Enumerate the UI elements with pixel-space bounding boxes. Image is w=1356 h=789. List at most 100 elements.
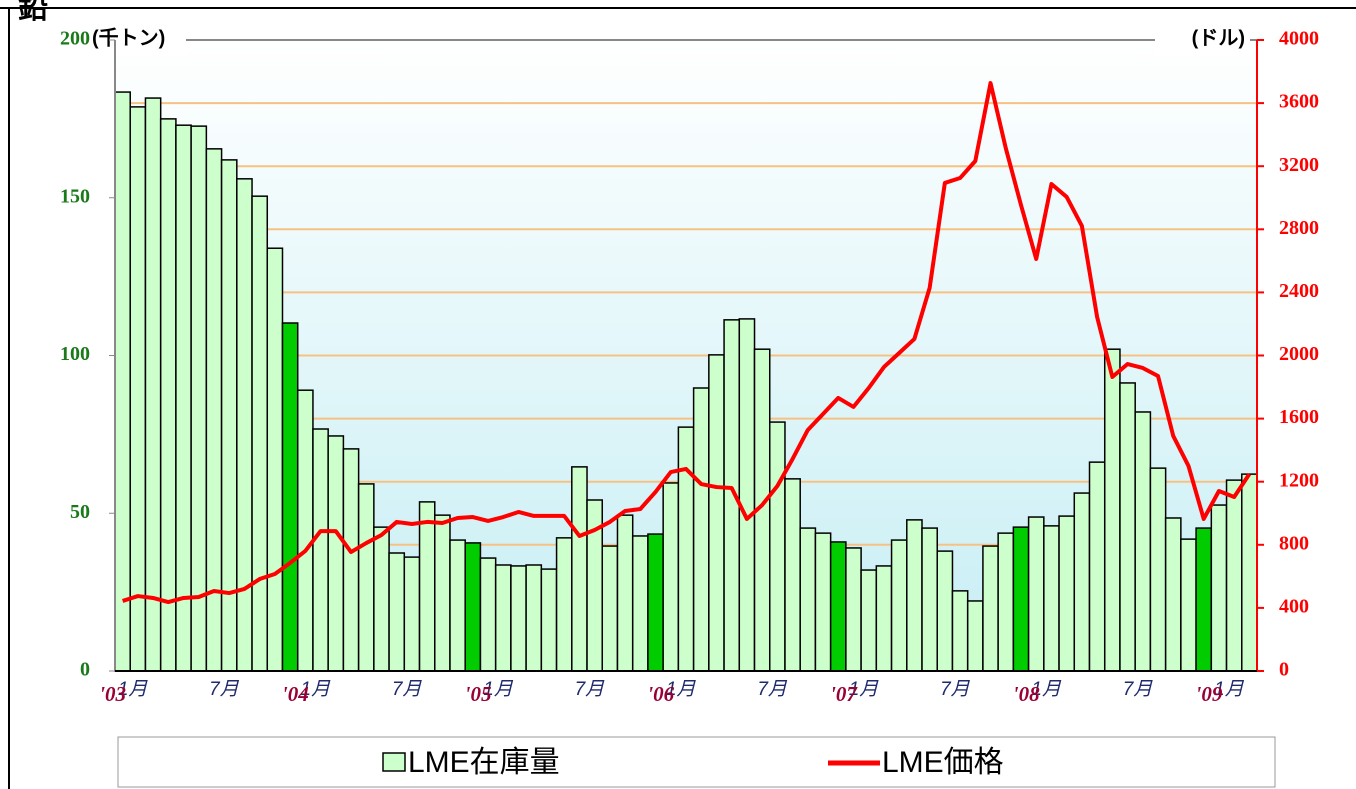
bar — [768, 421, 786, 672]
bar — [1119, 382, 1136, 672]
bar — [845, 547, 862, 672]
bar — [631, 535, 649, 672]
y-tick-label: 0 — [80, 659, 90, 681]
bar — [1073, 492, 1091, 672]
bar — [510, 565, 527, 672]
y-axis-label: (千トン) — [92, 26, 165, 49]
bar — [1180, 538, 1197, 672]
bar — [296, 389, 314, 672]
legend-swatch — [382, 752, 406, 772]
year-label: '07 — [830, 682, 858, 706]
bar — [175, 124, 192, 672]
bar — [281, 322, 299, 672]
y2-tick-label: 800 — [1279, 532, 1309, 554]
y2-tick-label: 1200 — [1279, 469, 1319, 491]
bar — [327, 435, 345, 672]
chart-title: 鉛 — [18, 0, 48, 25]
x-tick-label: 7月 — [575, 679, 606, 700]
bar — [601, 545, 619, 672]
bar — [114, 91, 131, 672]
bar — [1103, 348, 1121, 672]
bar — [997, 532, 1015, 672]
bar — [1164, 517, 1182, 672]
y2-tick-label: 4000 — [1279, 28, 1319, 50]
bar — [1241, 473, 1258, 672]
bar — [1210, 504, 1228, 672]
bar — [875, 565, 893, 672]
bar — [312, 428, 329, 672]
price-line — [122, 81, 1252, 605]
y2-tick-label: 2400 — [1279, 280, 1319, 302]
legend-label: LME価格 — [882, 746, 1004, 779]
x-tick-label: 7月 — [209, 679, 240, 700]
bar — [1149, 467, 1167, 672]
bar — [449, 539, 466, 672]
year-label: '04 — [282, 682, 309, 706]
bar — [921, 527, 938, 672]
bar — [144, 97, 162, 672]
x-tick-label: 1月 — [849, 679, 880, 700]
y-tick-label: 100 — [60, 343, 90, 365]
bar — [403, 556, 421, 672]
bar — [662, 482, 680, 672]
bar — [236, 178, 253, 672]
bar — [906, 519, 923, 672]
bar — [540, 568, 558, 672]
bar — [814, 532, 832, 672]
bar — [799, 527, 817, 672]
bar — [1195, 527, 1213, 672]
x-tick-label: 7月 — [1123, 679, 1154, 700]
bar — [708, 354, 725, 672]
bar — [434, 514, 451, 672]
label-bg — [1155, 26, 1250, 56]
bar — [890, 539, 908, 672]
bar — [342, 448, 360, 672]
bar — [966, 600, 984, 672]
label-bg — [86, 26, 186, 56]
bar — [1134, 411, 1152, 672]
bar — [479, 557, 497, 672]
bar — [555, 537, 573, 672]
x-tick-label: 7月 — [757, 679, 788, 700]
legend-label: LME在庫量 — [408, 746, 560, 779]
year-label: '03 — [99, 682, 126, 706]
y-tick-label: 150 — [60, 185, 90, 207]
bar — [677, 426, 695, 672]
y2-tick-label: 1600 — [1279, 406, 1319, 428]
x-tick-label: 1月 — [118, 679, 149, 700]
x-tick-label: 1月 — [1214, 679, 1245, 700]
y-tick-label: 200 — [60, 28, 90, 50]
y2-tick-label: 400 — [1279, 595, 1309, 617]
bar — [1043, 525, 1060, 672]
bar — [1225, 479, 1243, 672]
x-tick-label: 1月 — [483, 679, 514, 700]
y-tick-label: 50 — [70, 501, 90, 523]
bar — [464, 542, 482, 672]
bar — [1058, 515, 1076, 672]
year-label: '09 — [1196, 682, 1223, 706]
x-tick-label: 7月 — [940, 679, 971, 700]
y2-tick-label: 2000 — [1279, 343, 1319, 365]
bar — [388, 552, 406, 672]
bar — [373, 526, 390, 672]
bar — [738, 318, 756, 672]
year-label: '06 — [647, 682, 674, 706]
bar — [190, 125, 208, 672]
year-label: '08 — [1013, 682, 1040, 706]
bar — [251, 195, 269, 672]
bar — [982, 545, 999, 672]
bar — [616, 514, 634, 672]
y2-axis-label: (ドル) — [1192, 27, 1245, 49]
bar — [784, 478, 801, 672]
bar — [692, 387, 710, 672]
year-label: '05 — [465, 682, 492, 706]
bar — [129, 106, 147, 672]
bar — [571, 466, 588, 672]
x-tick-label: 1月 — [666, 679, 697, 700]
x-tick-label: 1月 — [301, 679, 332, 700]
bar — [647, 533, 664, 672]
y2-tick-label: 0 — [1279, 659, 1289, 681]
y2-tick-label: 3600 — [1279, 91, 1319, 113]
x-tick-label: 7月 — [392, 679, 423, 700]
